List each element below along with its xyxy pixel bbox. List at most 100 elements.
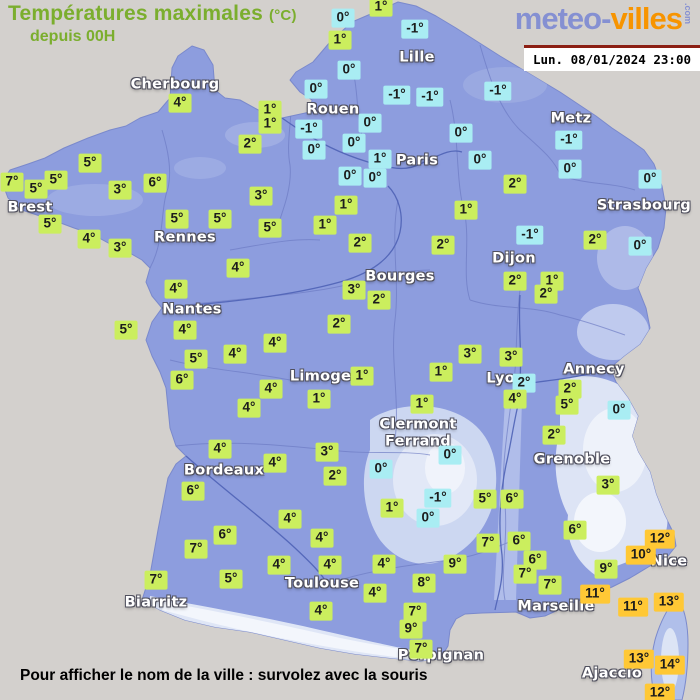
temp-label[interactable]: 6° <box>143 173 167 193</box>
temp-label[interactable]: -1° <box>383 85 411 105</box>
temp-label[interactable]: 1° <box>369 0 393 17</box>
temp-label[interactable]: 13° <box>623 649 655 669</box>
temp-label[interactable]: 2° <box>503 271 527 291</box>
temp-label[interactable]: 2° <box>327 314 351 334</box>
temp-label[interactable]: 1° <box>380 498 404 518</box>
temp-label[interactable]: 14° <box>654 655 686 675</box>
temp-label[interactable]: 4° <box>309 601 333 621</box>
temp-label[interactable]: 4° <box>318 555 342 575</box>
temp-label[interactable]: 4° <box>503 389 527 409</box>
temp-label[interactable]: 1° <box>368 149 392 169</box>
temp-label[interactable]: 3° <box>499 347 523 367</box>
temp-label[interactable]: 5° <box>184 349 208 369</box>
temp-label[interactable]: 4° <box>226 258 250 278</box>
temp-label[interactable]: 0° <box>416 508 440 528</box>
temp-label[interactable]: 3° <box>342 280 366 300</box>
temp-label[interactable]: 0° <box>449 123 473 143</box>
temp-label[interactable]: -1° <box>516 225 544 245</box>
temp-label[interactable]: 1° <box>307 389 331 409</box>
temp-label[interactable]: 5° <box>258 218 282 238</box>
temp-label[interactable]: 1° <box>350 366 374 386</box>
temp-label[interactable]: 0° <box>331 8 355 28</box>
temp-label[interactable]: 7° <box>403 602 427 622</box>
temp-label[interactable]: 1° <box>258 114 282 134</box>
temp-label[interactable]: -1° <box>295 119 323 139</box>
temp-label[interactable]: 13° <box>653 592 685 612</box>
temp-label[interactable]: 4° <box>223 344 247 364</box>
temp-label[interactable]: 11° <box>618 597 648 617</box>
temp-label[interactable]: 2° <box>367 290 391 310</box>
temp-label[interactable]: 6° <box>213 525 237 545</box>
temp-label[interactable]: 2° <box>542 425 566 445</box>
temp-label[interactable]: 9° <box>594 559 618 579</box>
temp-label[interactable]: 4° <box>372 554 396 574</box>
temp-label[interactable]: 0° <box>302 140 326 160</box>
temp-label[interactable]: 1° <box>454 200 478 220</box>
temp-label[interactable]: 3° <box>108 238 132 258</box>
meteo-villes-logo[interactable]: meteo-villes.com <box>515 3 693 34</box>
temp-label[interactable]: 3° <box>458 344 482 364</box>
temp-label[interactable]: 0° <box>338 166 362 186</box>
temp-label[interactable]: 2° <box>348 233 372 253</box>
temp-label[interactable]: 5° <box>219 569 243 589</box>
temp-label[interactable]: 2° <box>503 174 527 194</box>
temp-label[interactable]: 4° <box>173 320 197 340</box>
temp-label[interactable]: 2° <box>431 235 455 255</box>
temp-label[interactable]: 4° <box>237 398 261 418</box>
temp-label[interactable]: 0° <box>358 113 382 133</box>
temp-label[interactable]: 0° <box>304 79 328 99</box>
temp-label[interactable]: 0° <box>369 459 393 479</box>
temp-label[interactable]: 6° <box>507 531 531 551</box>
temp-label[interactable]: 0° <box>468 150 492 170</box>
temp-label[interactable]: 4° <box>208 439 232 459</box>
temp-label[interactable]: 5° <box>24 179 48 199</box>
temp-label[interactable]: 6° <box>181 481 205 501</box>
temp-label[interactable]: 10° <box>625 545 657 565</box>
temp-label[interactable]: 4° <box>77 229 101 249</box>
temp-label[interactable]: 2° <box>583 230 607 250</box>
temp-label[interactable]: 4° <box>363 583 387 603</box>
temp-label[interactable]: 7° <box>513 564 537 584</box>
temp-label[interactable]: 0° <box>628 236 652 256</box>
temp-label[interactable]: 0° <box>438 445 462 465</box>
temp-label[interactable]: 1° <box>334 195 358 215</box>
temp-label[interactable]: 3° <box>249 186 273 206</box>
temp-label[interactable]: 7° <box>538 575 562 595</box>
temp-label[interactable]: 5° <box>555 395 579 415</box>
temp-label[interactable]: 2° <box>323 466 347 486</box>
temp-label[interactable]: -1° <box>484 81 512 101</box>
temp-label[interactable]: 3° <box>596 475 620 495</box>
temp-label[interactable]: 4° <box>263 453 287 473</box>
temp-label[interactable]: 0° <box>558 159 582 179</box>
temp-label[interactable]: 0° <box>337 60 361 80</box>
temp-label[interactable]: 0° <box>607 400 631 420</box>
temp-label[interactable]: -1° <box>401 19 429 39</box>
temp-label[interactable]: 1° <box>313 215 337 235</box>
temp-label[interactable]: 1° <box>429 362 453 382</box>
temp-label[interactable]: 4° <box>164 279 188 299</box>
temp-label[interactable]: 12° <box>644 683 676 700</box>
temp-label[interactable]: 12° <box>644 529 676 549</box>
temp-label[interactable]: 8° <box>412 573 436 593</box>
temp-label[interactable]: 9° <box>399 619 423 639</box>
temp-label[interactable]: -1° <box>416 87 444 107</box>
temp-label[interactable]: 9° <box>443 554 467 574</box>
temp-label[interactable]: -1° <box>555 130 583 150</box>
temp-label[interactable]: 7° <box>476 533 500 553</box>
temp-label[interactable]: 0° <box>342 133 366 153</box>
temp-label[interactable]: 7° <box>144 570 168 590</box>
temp-label[interactable]: 5° <box>38 214 62 234</box>
temp-label[interactable]: 4° <box>310 528 334 548</box>
temp-label[interactable]: 4° <box>259 379 283 399</box>
temp-label[interactable]: 6° <box>500 489 524 509</box>
temp-label[interactable]: 7° <box>409 639 433 659</box>
temp-label[interactable]: 1° <box>410 394 434 414</box>
temp-label[interactable]: 6° <box>563 520 587 540</box>
temp-label[interactable]: -1° <box>424 488 452 508</box>
temp-label[interactable]: 0° <box>638 169 662 189</box>
temp-label[interactable]: 5° <box>473 489 497 509</box>
temp-label[interactable]: 2° <box>512 373 536 393</box>
temp-label[interactable]: 2° <box>534 284 558 304</box>
temp-label[interactable]: 2° <box>238 134 262 154</box>
temp-label[interactable]: 7° <box>0 172 24 192</box>
